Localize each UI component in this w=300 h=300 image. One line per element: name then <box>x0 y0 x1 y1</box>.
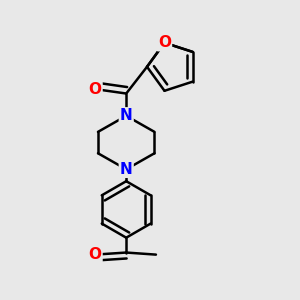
Text: O: O <box>158 35 171 50</box>
Text: N: N <box>120 162 133 177</box>
Text: O: O <box>88 82 101 97</box>
Text: N: N <box>120 108 133 123</box>
Text: O: O <box>88 247 101 262</box>
